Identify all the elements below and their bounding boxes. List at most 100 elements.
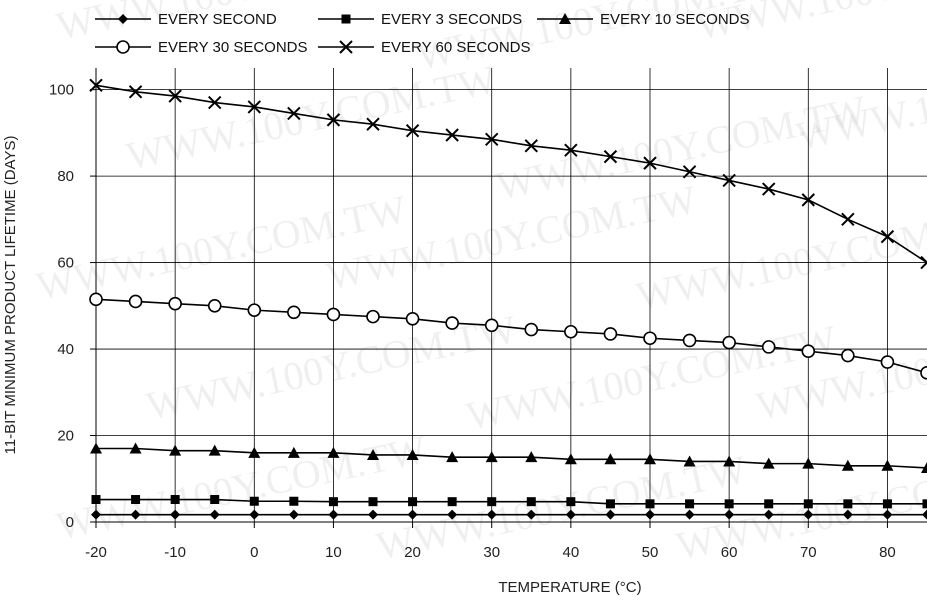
data-point-marker	[803, 509, 814, 520]
watermark-layer: WWW.100Y.COM.TWWWW.100Y.COM.TWWWW.100Y.C…	[33, 0, 927, 569]
data-point-marker	[682, 165, 697, 179]
series-every-second	[91, 509, 927, 520]
data-point-marker	[287, 446, 300, 458]
legend-label: EVERY 10 SECONDS	[600, 11, 750, 28]
x-tick-label: 70	[800, 544, 817, 561]
legend-label: EVERY SECOND	[158, 11, 277, 28]
data-point-marker	[131, 495, 141, 505]
data-point-marker	[368, 497, 378, 507]
x-tick-label: 60	[721, 544, 738, 561]
data-point-marker	[564, 143, 578, 157]
data-point-marker	[445, 316, 459, 330]
data-point-marker	[525, 451, 538, 463]
data-point-marker	[90, 442, 102, 454]
data-point-marker	[169, 444, 182, 456]
data-point-marker	[882, 499, 892, 509]
legend-item: EVERY SECOND	[95, 11, 277, 28]
data-point-marker	[801, 193, 815, 207]
x-tick-label: 0	[250, 544, 258, 561]
x-tick-label: -10	[164, 544, 186, 561]
series-layer	[89, 78, 927, 520]
data-point-marker	[564, 453, 577, 465]
data-point-marker	[368, 509, 378, 520]
data-point-marker	[722, 335, 736, 350]
data-point-marker	[247, 100, 261, 114]
data-point-marker	[922, 509, 927, 520]
data-point-marker	[645, 509, 655, 520]
data-point-marker	[128, 85, 143, 99]
data-point-marker	[210, 495, 220, 505]
data-point-marker	[761, 340, 776, 354]
data-point-marker	[168, 89, 182, 103]
x-tick-label: 30	[483, 544, 500, 561]
data-point-marker	[447, 509, 458, 520]
data-point-marker	[287, 106, 301, 121]
y-tick-label: 100	[49, 82, 74, 99]
legend-label: EVERY 60 SECONDS	[381, 39, 531, 56]
series-every-10-seconds	[90, 442, 927, 473]
legend-label: EVERY 3 SECONDS	[381, 11, 522, 28]
data-point-marker	[801, 344, 816, 359]
data-point-marker	[328, 497, 338, 507]
series-line	[95, 84, 927, 264]
data-point-marker	[91, 495, 101, 505]
series-every-30-seconds	[89, 292, 927, 380]
legend-item: EVERY 60 SECONDS	[318, 39, 531, 56]
data-point-marker	[406, 448, 419, 460]
data-point-marker	[763, 509, 774, 520]
data-point-marker	[842, 509, 853, 520]
data-point-marker	[526, 497, 536, 507]
legend-marker	[118, 14, 128, 24]
data-point-marker	[565, 509, 576, 520]
watermark-text: WWW.100Y.COM.TW	[143, 306, 521, 428]
x-axis-title: TEMPERATURE (°C)	[498, 579, 641, 596]
data-point-marker	[881, 459, 894, 471]
data-point-marker	[288, 509, 299, 520]
data-point-marker	[89, 78, 103, 93]
data-point-marker	[484, 318, 499, 333]
data-point-marker	[644, 453, 656, 465]
data-point-marker	[882, 509, 893, 520]
data-point-marker	[643, 331, 657, 346]
data-point-marker	[723, 455, 736, 467]
data-point-marker	[922, 499, 927, 509]
series-line	[95, 298, 927, 374]
data-point-marker	[803, 499, 813, 509]
data-point-marker	[248, 446, 261, 458]
data-point-marker	[209, 509, 220, 520]
legend-marker	[339, 40, 353, 54]
data-point-marker	[564, 324, 578, 339]
data-point-marker	[168, 296, 182, 311]
data-point-marker	[604, 453, 617, 465]
data-point-marker	[605, 509, 616, 520]
data-point-marker	[880, 355, 895, 369]
data-point-marker	[764, 499, 774, 509]
data-point-marker	[566, 497, 576, 507]
data-point-marker	[170, 509, 181, 520]
data-point-marker	[405, 123, 420, 138]
data-point-marker	[724, 499, 734, 509]
x-tick-label: 10	[325, 544, 342, 561]
data-point-marker	[249, 509, 260, 520]
series-line	[96, 498, 927, 505]
legend-item: EVERY 30 SECONDS	[95, 39, 308, 56]
x-tick-label: 80	[879, 544, 896, 561]
data-point-marker	[683, 455, 696, 467]
data-point-marker	[684, 509, 695, 520]
data-point-marker	[208, 95, 222, 110]
data-point-marker	[207, 299, 222, 313]
data-point-marker	[208, 444, 221, 456]
data-point-marker	[326, 113, 341, 127]
data-point-marker	[89, 292, 103, 307]
data-point-marker	[366, 309, 380, 324]
data-point-marker	[486, 509, 497, 520]
data-point-marker	[841, 348, 855, 363]
data-point-marker	[645, 499, 655, 509]
series-every-60-seconds	[89, 78, 927, 270]
data-point-marker	[485, 132, 499, 147]
data-point-marker	[920, 366, 927, 380]
legend-item: EVERY 10 SECONDS	[537, 11, 750, 28]
legend-label: EVERY 30 SECONDS	[158, 39, 308, 56]
y-axis-title: 11-BIT MINIMUM PRODUCT LIFETIME (DAYS)	[2, 136, 19, 455]
data-point-marker	[170, 495, 180, 505]
